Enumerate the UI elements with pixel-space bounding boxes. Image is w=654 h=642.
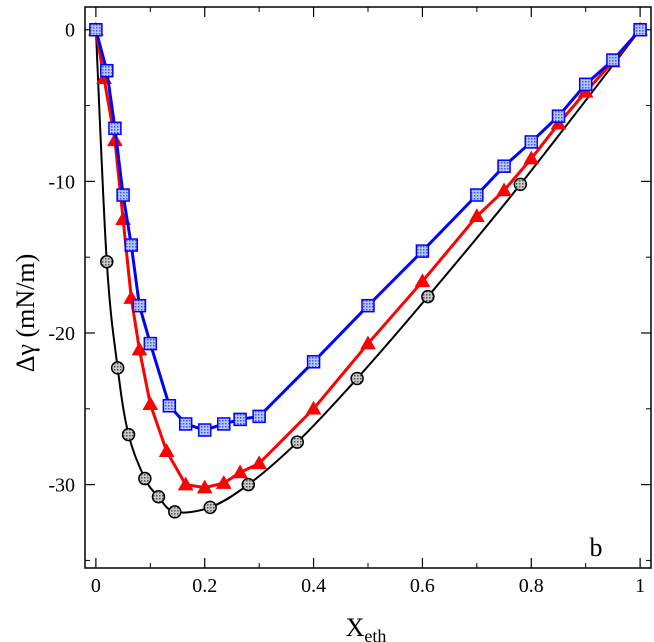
data-point-triangle [131, 341, 148, 356]
x-tick-label: 0.2 [192, 575, 217, 597]
data-point-square [524, 135, 539, 149]
data-point-circle [151, 489, 166, 504]
y-tick-label: 0 [65, 20, 75, 42]
plot-frame-group [84, 6, 652, 569]
y-tick-label: -20 [48, 323, 75, 345]
data-point-square [578, 77, 593, 92]
data-point-square [361, 298, 375, 313]
data-point-square [606, 53, 620, 67]
data-point-circle [203, 500, 217, 515]
data-point-square [89, 22, 103, 37]
data-point-circle [100, 254, 114, 269]
data-point-square [197, 423, 212, 437]
x-axis-title-subscript: eth [364, 626, 386, 642]
x-tick-label: 0.6 [410, 575, 435, 597]
data-point-square [633, 22, 647, 37]
x-axis-title: Xeth [346, 613, 387, 642]
series-line-black-circles [94, 29, 641, 514]
data-point-triangle [158, 443, 175, 458]
data-point-triangle [468, 208, 485, 222]
data-point-square [470, 188, 484, 202]
x-tick-label: 0.4 [301, 575, 326, 597]
plot-frame [84, 6, 652, 569]
data-point-triangle [215, 475, 232, 489]
data-point-circle [350, 371, 364, 386]
data-point-square [132, 298, 147, 313]
data-point-triangle [196, 479, 213, 494]
data-point-square [143, 336, 158, 351]
data-point-square [233, 412, 247, 427]
series-line-blue-squares [94, 28, 642, 432]
data-point-circle [241, 477, 256, 492]
data-point-square [497, 159, 511, 173]
data-point-circle [290, 435, 304, 449]
data-point-square [162, 399, 177, 413]
data-point-square [217, 417, 231, 431]
data-point-circle [168, 505, 182, 519]
data-point-triangle [305, 400, 322, 415]
panel-label: b [590, 533, 603, 562]
y-tick-label: -30 [48, 475, 75, 497]
data-point-triangle [177, 476, 194, 491]
data-point-square [100, 63, 114, 78]
data-point-circle [110, 361, 125, 375]
ticks-group: 0 0.2 0.4 0.6 0.8 1 0 -10 -20 -30 [48, 7, 651, 597]
data-point-square [306, 355, 321, 369]
data-point-square [415, 244, 430, 258]
x-tick-label: 0 [91, 575, 101, 597]
data-point-triangle [360, 335, 376, 350]
data-point-circle [421, 289, 435, 304]
data-point-triangle [142, 396, 159, 410]
data-point-square [178, 417, 193, 431]
y-tick-label: -10 [48, 171, 75, 193]
data-point-square [551, 109, 566, 123]
data-point-triangle [496, 182, 512, 197]
series-line-red-triangles [94, 28, 642, 490]
data-point-triangle [232, 464, 248, 479]
x-tick-label: 0.8 [519, 575, 544, 597]
data-point-circle [121, 427, 136, 442]
x-axis-title-main: X [346, 613, 365, 642]
data-point-circle [513, 177, 528, 192]
x-tick-label: 1 [635, 575, 645, 597]
series-group [88, 21, 648, 519]
data-point-triangle [251, 455, 268, 470]
data-point-square [116, 188, 130, 202]
data-point-triangle [523, 150, 540, 165]
data-point-square [124, 238, 139, 252]
y-axis-title: Δγ (mN/m) [11, 254, 40, 372]
data-point-square [108, 121, 122, 136]
data-point-square [252, 409, 266, 424]
data-point-circle [138, 471, 152, 486]
data-point-triangle [414, 273, 431, 288]
